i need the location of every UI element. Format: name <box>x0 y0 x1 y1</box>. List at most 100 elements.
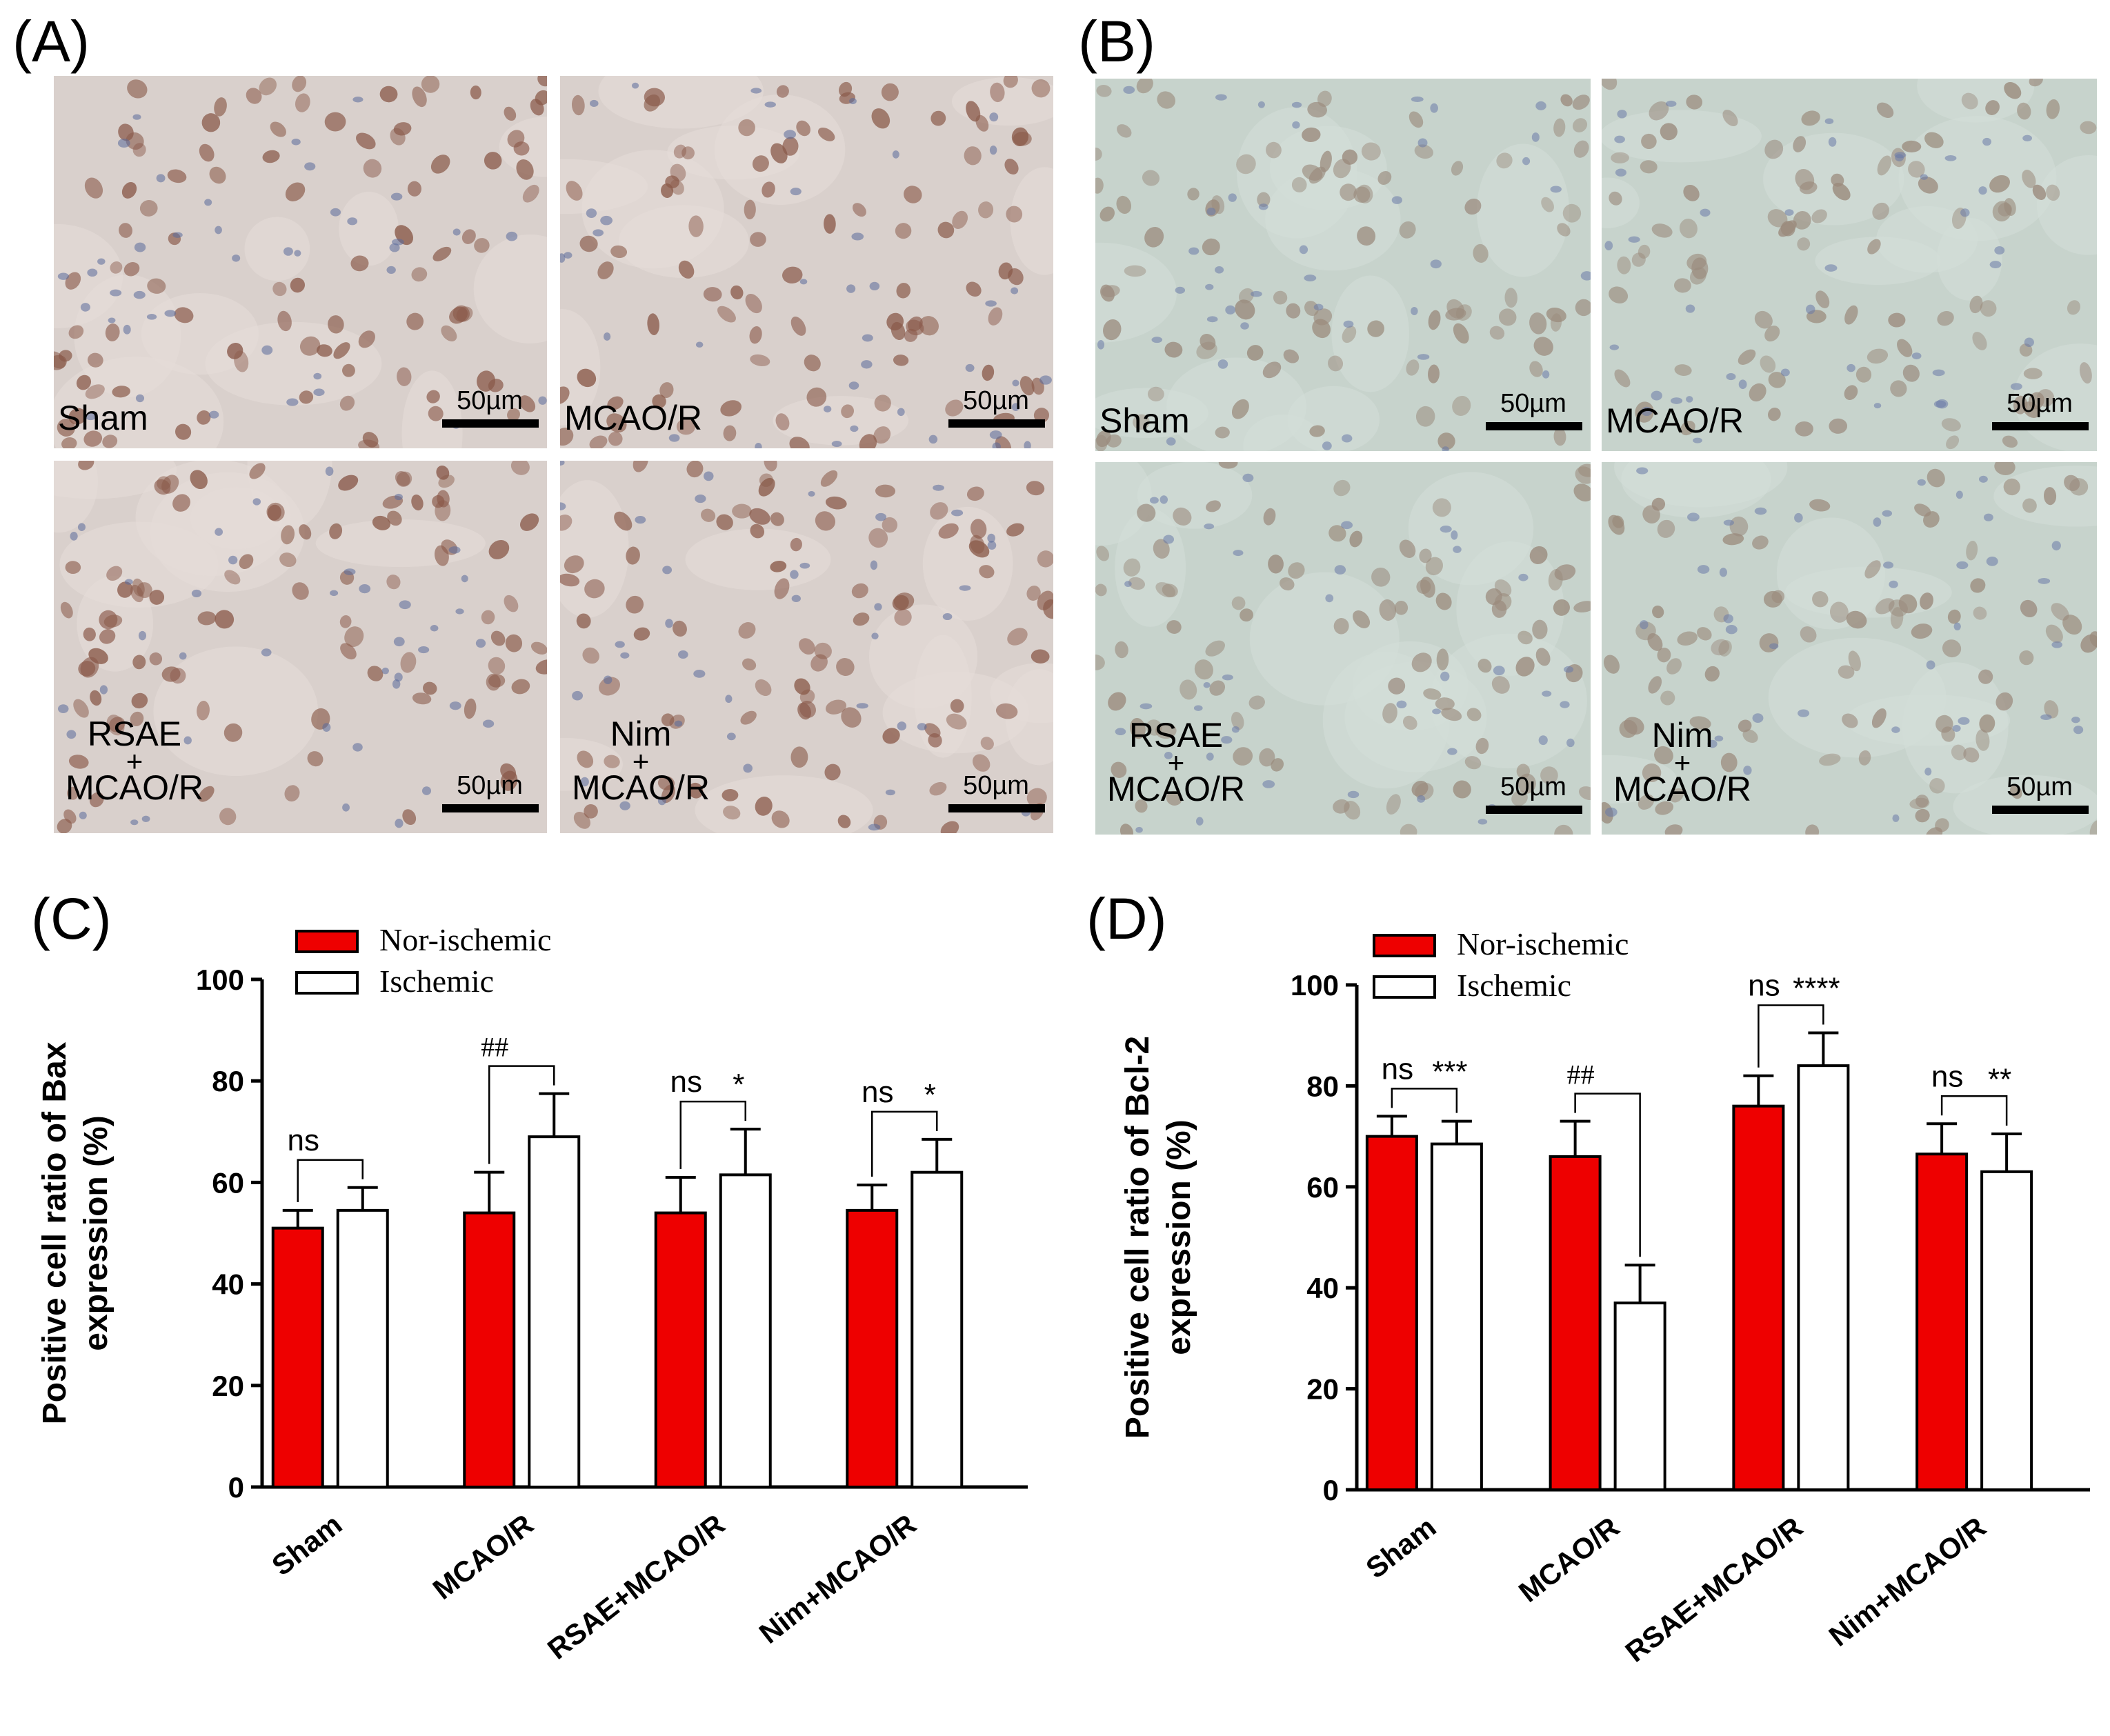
panel-label-d: (D) <box>1086 886 1167 951</box>
y-tick-label: 20 <box>1306 1373 1339 1406</box>
micrograph-b-sham: Sham 50µm <box>1095 79 1591 451</box>
micrograph-texture <box>1602 462 2097 835</box>
chart-d-bcl2: Nor-ischemic Ischemic 0 20 40 60 80 100 Positive… <box>1119 926 2090 1668</box>
micrograph-texture <box>560 461 1053 833</box>
micrograph-group-label: MCAO/R <box>1606 401 1744 440</box>
significance-left: ns <box>288 1124 319 1157</box>
micrograph-group-label: RSAE + MCAO/R <box>55 716 214 806</box>
category-label: MCAO/R <box>427 1508 539 1606</box>
legend-label: Nor-ischemic <box>1457 926 1629 961</box>
y-tick-label: 20 <box>212 1370 244 1402</box>
bar <box>1797 1064 1850 1491</box>
scale-bar <box>1486 422 1582 430</box>
bar <box>528 1135 581 1488</box>
micrograph-b-rsae-mcaor: RSAE + MCAO/R 50µm <box>1095 462 1591 835</box>
panel-label-c: (C) <box>31 886 112 951</box>
micrograph-group-label: MCAO/R <box>564 399 702 437</box>
bar <box>719 1173 772 1488</box>
bar <box>336 1208 389 1488</box>
micrograph-group-label: Nim + MCAO/R <box>1603 717 1762 807</box>
micrograph-texture <box>1095 462 1591 835</box>
category-label: RSAE+MCAO/R <box>541 1508 730 1666</box>
micrograph-group-label: Sham <box>1099 401 1190 440</box>
y-tick-label: 60 <box>1306 1171 1339 1204</box>
micrograph-b-mcaor: MCAO/R 50µm <box>1602 79 2097 451</box>
significance-left: ns <box>1931 1059 1963 1093</box>
y-tick-label: 60 <box>212 1166 244 1199</box>
significance-right: **** <box>1793 972 1840 1006</box>
scale-bar-label: 50µm <box>457 386 523 415</box>
micrograph-texture <box>54 76 547 448</box>
scale-bar <box>1992 806 2089 814</box>
scale-bar <box>948 804 1045 812</box>
significance-bracket <box>679 1100 746 1170</box>
scale-bar-label: 50µm <box>2007 772 2073 801</box>
micrograph-group-label-line: Nim <box>610 715 672 753</box>
micrograph-group-label-line: MCAO/R <box>1107 769 1245 808</box>
micrograph-group-label-line: MCAO/R <box>1613 769 1751 808</box>
significance-left: ## <box>1567 1059 1595 1090</box>
bar <box>846 1208 899 1488</box>
category-label: Sham <box>266 1508 348 1582</box>
scale-bar-label: 50µm <box>963 386 1029 415</box>
panel-label-b: (B) <box>1078 9 1155 74</box>
category-label: Nim+MCAO/R <box>753 1508 922 1650</box>
bar <box>654 1211 707 1488</box>
micrograph-group-label-line: + <box>1167 746 1185 779</box>
micrograph-group-label: Nim + MCAO/R <box>561 716 720 806</box>
micrograph-a-rsae-mcaor: RSAE + MCAO/R 50µm <box>54 461 547 833</box>
scale-bar-label: 50µm <box>963 771 1029 800</box>
significance-left: ns <box>670 1065 702 1099</box>
legend-swatch <box>1373 934 1436 957</box>
legend-swatch <box>1373 975 1436 999</box>
bar <box>1915 1153 1969 1491</box>
micrograph-group-label-line: MCAO/R <box>572 768 710 807</box>
legend-swatch <box>295 971 359 995</box>
micrograph-group-label-line: RSAE <box>87 715 182 753</box>
category-label: Nim+MCAO/R <box>1823 1510 1992 1653</box>
legend-swatch <box>295 930 359 953</box>
micrograph-group-label: Sham <box>58 399 148 437</box>
legend-label: Nor-ischemic <box>379 922 551 957</box>
significance-bracket <box>297 1159 364 1202</box>
micrograph-a-sham: Sham 50µm <box>54 76 547 448</box>
significance-bracket <box>488 1065 555 1164</box>
significance-right: * <box>924 1078 936 1112</box>
micrograph-group-label-line: RSAE <box>1128 716 1224 755</box>
micrograph-group-label-line: MCAO/R <box>66 768 203 807</box>
micrograph-texture <box>1095 79 1591 451</box>
bar <box>910 1170 964 1488</box>
micrograph-b-nim-mcaor: Nim + MCAO/R 50µm <box>1602 462 2097 835</box>
bar <box>1980 1170 2033 1491</box>
micrograph-a-nim-mcaor: Nim + MCAO/R 50µm <box>560 461 1053 833</box>
micrograph-group-label-line: + <box>126 744 143 777</box>
scale-bar <box>442 804 539 812</box>
significance-bracket <box>1574 1093 1641 1257</box>
y-axis-label: Positive cell ratio of Bcl-2 expression (… <box>1119 1036 1197 1439</box>
bar <box>1430 1142 1483 1491</box>
micrograph-texture <box>560 76 1053 448</box>
y-tick-label: 100 <box>1291 969 1339 1001</box>
micrograph-a-mcaor: MCAO/R 50µm <box>560 76 1053 448</box>
y-tick-label: 80 <box>212 1065 244 1097</box>
y-tick-label: 100 <box>196 964 244 996</box>
significance-right: ** <box>1988 1062 2011 1096</box>
significance-right: *** <box>1432 1055 1467 1088</box>
scale-bar <box>1992 422 2089 430</box>
bar <box>1613 1301 1666 1491</box>
significance-left: ## <box>481 1032 508 1063</box>
scale-bar <box>948 419 1045 428</box>
significance-bracket <box>871 1110 938 1177</box>
scale-bar-label: 50µm <box>2007 389 2073 418</box>
scale-bar <box>442 419 539 428</box>
bar <box>271 1226 324 1488</box>
y-tick-label: 0 <box>1323 1474 1339 1506</box>
panel-label-a: (A) <box>12 9 90 74</box>
category-label: Sham <box>1360 1510 1442 1584</box>
significance-right: * <box>733 1068 744 1101</box>
chart-c-bax: Nor-ischemic Ischemic 0 20 40 60 80 100 Positive… <box>37 922 1028 1666</box>
scale-bar-label: 50µm <box>1500 772 1566 801</box>
bar <box>1549 1155 1602 1491</box>
significance-bracket <box>1758 1004 1824 1068</box>
